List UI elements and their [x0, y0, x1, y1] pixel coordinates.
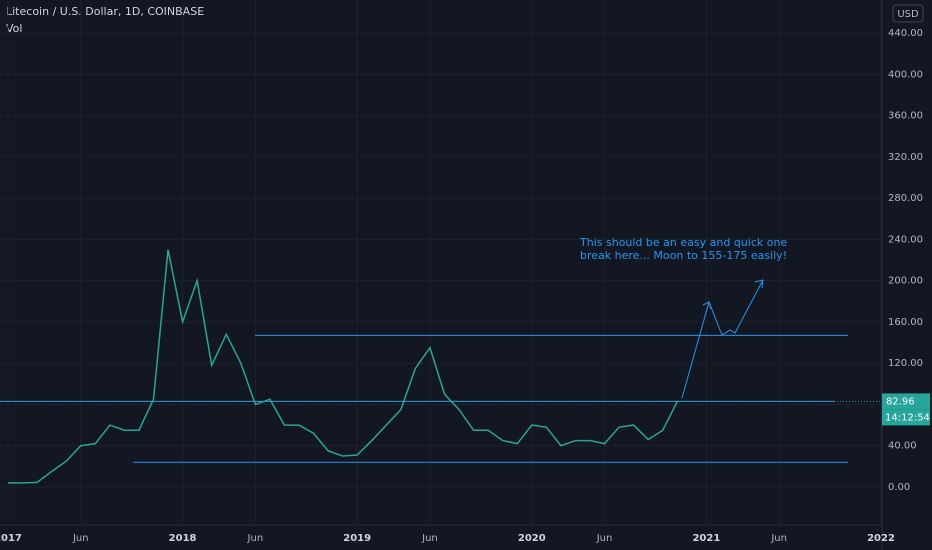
x-tick-label: Jun — [421, 533, 438, 544]
x-tick-label: 2019 — [343, 533, 371, 544]
y-tick-label: 200.00 — [888, 276, 923, 287]
x-tick-label: 2022 — [867, 533, 895, 544]
volume-label: Vol — [6, 22, 22, 35]
y-tick-label: 280.00 — [888, 193, 923, 204]
arrow-path — [681, 279, 764, 399]
x-tick-label: Jun — [770, 533, 787, 544]
plot — [0, 0, 882, 525]
arrow-head — [702, 301, 712, 310]
y-tick-label: 120.00 — [888, 358, 923, 369]
y-tick-label: 400.00 — [888, 69, 923, 80]
currency-box[interactable] — [892, 4, 924, 23]
y-tick-label: 240.00 — [888, 234, 923, 245]
arrow-head — [754, 279, 764, 289]
x-tick-label: 2018 — [169, 533, 197, 544]
x-tick-label: Jun — [72, 533, 89, 544]
x-tick-label: 2017 — [0, 533, 22, 544]
y-tick-label: 0.00 — [888, 482, 910, 493]
x-tick-label: Jun — [247, 533, 264, 544]
y-tick-label: 160.00 — [888, 317, 923, 328]
price-line — [8, 249, 678, 484]
x-tick-label: 2020 — [518, 533, 546, 544]
currency[interactable]: USD — [897, 9, 919, 20]
countdown: 14:12:54 — [885, 412, 930, 423]
y-tick-label: 40.00 — [888, 441, 917, 452]
chart-title: Litecoin / U.S. Dollar, 1D, COINBASE — [6, 5, 204, 18]
y-tick-label: 360.00 — [888, 111, 923, 122]
y-tick-label: 320.00 — [888, 152, 923, 163]
x-tick-label: 2021 — [692, 533, 720, 544]
annotation: This should be an easy and quick one — [579, 236, 787, 249]
x-tick-label: Jun — [596, 533, 613, 544]
last-price-tag — [882, 393, 930, 410]
y-tick-label: 440.00 — [888, 28, 923, 39]
countdown-tag — [882, 409, 930, 426]
annotation: break here... Moon to 155-175 easily! — [580, 249, 787, 262]
last-price: 82.96 — [886, 396, 915, 407]
